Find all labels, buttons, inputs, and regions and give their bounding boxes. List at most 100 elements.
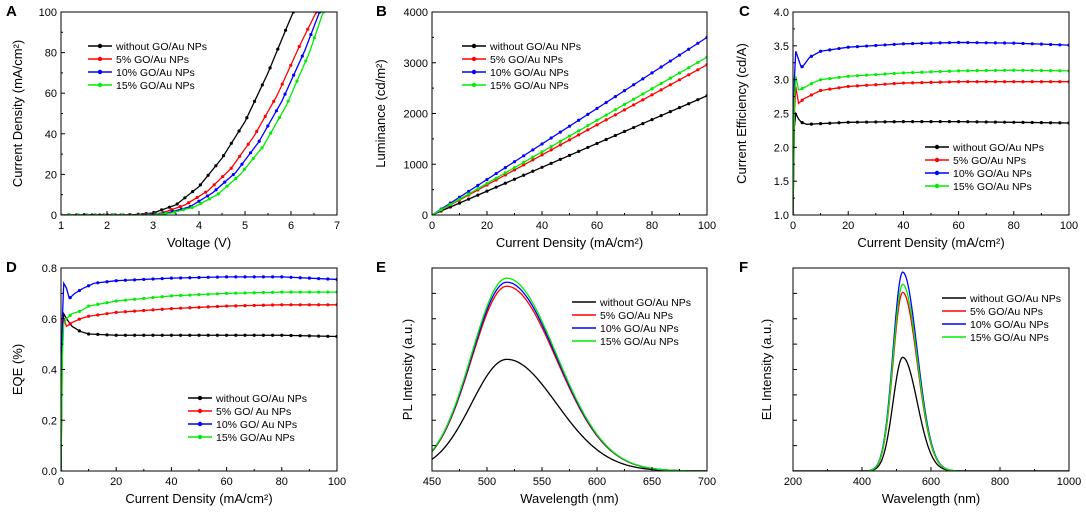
- data-point: [280, 303, 284, 307]
- data-point: [248, 151, 253, 155]
- data-point: [622, 102, 627, 107]
- data-point: [1021, 120, 1025, 125]
- data-point: [467, 197, 471, 201]
- data-point: [920, 81, 924, 85]
- data-point: [522, 163, 526, 167]
- x-tick-label: 100: [328, 476, 346, 488]
- data-point: [306, 27, 310, 31]
- panel-letter: E: [376, 259, 386, 276]
- data-point: [1003, 68, 1007, 72]
- x-tick-label: 7: [334, 220, 340, 232]
- data-point: [696, 98, 700, 102]
- data-point: [1012, 41, 1016, 45]
- legend-label: 10% GO/Au NPs: [116, 67, 195, 79]
- data-point: [255, 129, 259, 133]
- y-tick-label: 60: [45, 88, 57, 100]
- data-point: [687, 47, 691, 51]
- data-point: [215, 275, 219, 279]
- data-point: [271, 303, 275, 307]
- legend-label: 15% GO/Au NPs: [953, 181, 1032, 193]
- data-point: [307, 334, 311, 338]
- data-point: [326, 303, 330, 307]
- y-tick-label: 0.6: [42, 314, 57, 326]
- data-point: [975, 80, 979, 84]
- data-point: [123, 278, 127, 282]
- data-point: [1012, 80, 1016, 84]
- data-point: [1049, 69, 1053, 73]
- legend-marker: [197, 408, 203, 414]
- legend-marker: [97, 43, 103, 49]
- data-point: [604, 137, 608, 142]
- data-point: [169, 276, 173, 280]
- series-markers-1: [61, 322, 337, 471]
- data-point: [809, 54, 814, 58]
- data-point: [105, 280, 109, 284]
- data-point: [114, 310, 118, 315]
- data-point: [911, 41, 915, 46]
- data-point: [457, 201, 462, 205]
- data-point: [503, 181, 507, 185]
- data-point: [595, 141, 599, 146]
- data-point: [169, 294, 173, 298]
- data-point: [309, 32, 313, 37]
- data-point: [151, 308, 155, 312]
- series-line-4: [61, 291, 337, 471]
- x-axis-title: Voltage (V): [167, 235, 231, 250]
- x-tick-label: 3: [150, 220, 156, 232]
- data-point: [947, 41, 952, 45]
- data-point: [160, 307, 164, 311]
- data-point: [957, 40, 961, 45]
- data-point: [993, 120, 998, 124]
- series-markers-4: [432, 55, 707, 215]
- legend-marker: [197, 421, 203, 427]
- x-tick-label: 40: [536, 220, 548, 232]
- data-point: [846, 74, 850, 78]
- data-point: [96, 281, 100, 285]
- data-point: [77, 317, 81, 321]
- x-tick-label: 100: [1060, 220, 1078, 232]
- data-point: [800, 64, 804, 69]
- data-point: [234, 333, 238, 337]
- data-point: [317, 276, 321, 281]
- data-point: [892, 42, 896, 46]
- data-point: [215, 333, 219, 337]
- data-point: [1058, 121, 1062, 125]
- data-point: [261, 333, 265, 337]
- data-point: [494, 176, 498, 180]
- data-point: [809, 81, 814, 86]
- data-point: [142, 333, 146, 337]
- data-point: [160, 208, 164, 212]
- data-point: [595, 106, 599, 111]
- series-line-4: [61, 12, 324, 215]
- data-point: [567, 134, 572, 138]
- data-point: [225, 333, 229, 337]
- data-point: [260, 146, 264, 150]
- series-line-1: [61, 12, 294, 215]
- data-point: [677, 106, 682, 110]
- data-point: [586, 128, 590, 132]
- data-point: [901, 81, 906, 85]
- legend-marker: [97, 82, 103, 88]
- data-point: [622, 89, 627, 93]
- legend-label: 10% GO/Au NPs: [600, 323, 679, 335]
- data-point: [659, 88, 663, 92]
- series-markers-2: [61, 303, 337, 471]
- data-point: [167, 205, 172, 209]
- data-point: [586, 145, 590, 150]
- data-point: [271, 333, 275, 337]
- data-point: [540, 153, 544, 157]
- data-point: [558, 143, 562, 147]
- data-point: [160, 295, 164, 299]
- data-point: [261, 303, 265, 307]
- data-point: [197, 333, 201, 337]
- data-point: [179, 333, 183, 337]
- data-point: [457, 197, 462, 201]
- legend-marker: [471, 82, 477, 88]
- data-point: [271, 290, 275, 294]
- data-point: [225, 304, 229, 308]
- data-point: [929, 70, 933, 74]
- legend-marker: [197, 395, 203, 401]
- data-point: [206, 275, 210, 279]
